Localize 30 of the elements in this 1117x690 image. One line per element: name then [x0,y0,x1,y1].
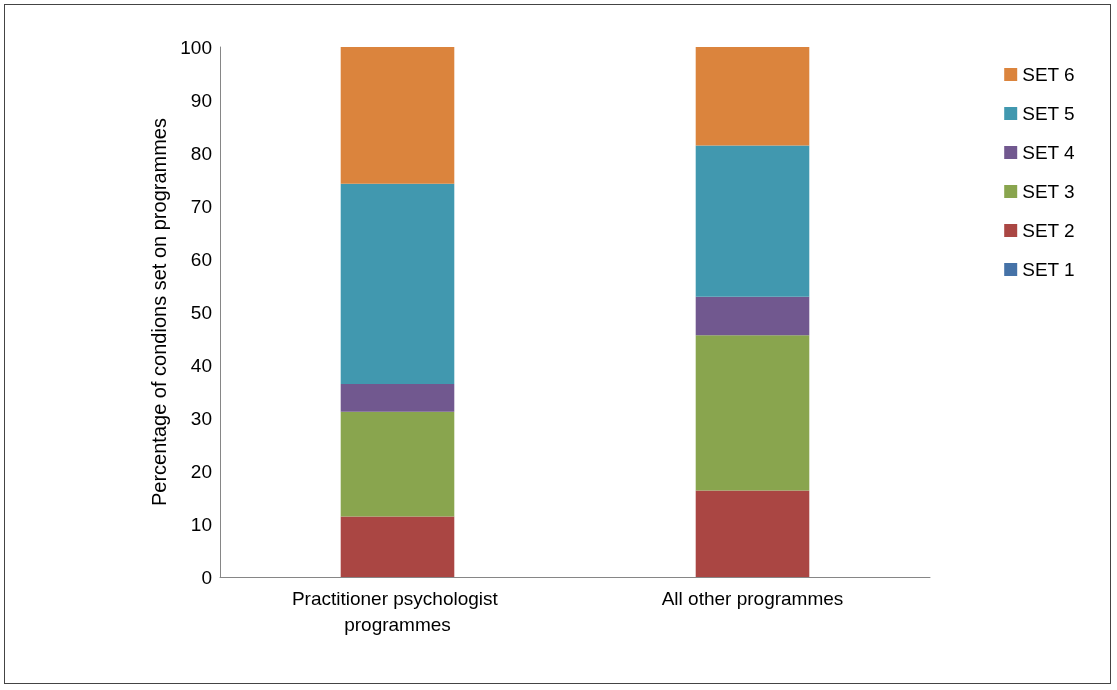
legend-label: SET 3 [1022,181,1075,202]
bar [340,516,455,577]
legend-label: SET 1 [1022,259,1075,280]
x-tick-label: Practitioner psychologist programmes [291,587,504,635]
bar [695,296,810,336]
y-tick-label: 90 [190,89,212,111]
legend-label: SET 2 [1022,220,1075,241]
bar [340,47,455,184]
y-tick-label: 10 [190,513,212,535]
bar [695,490,810,577]
y-tick-label: 0 [201,566,212,588]
y-tick-label: 100 [180,36,212,58]
y-tick-label: 50 [190,301,212,323]
legend-label: SET 4 [1022,142,1076,163]
bar [340,384,455,412]
y-tick-label: 70 [190,195,212,217]
x-tick-label: All other programmes [661,587,844,609]
bar [695,145,810,297]
y-tick-label: 20 [190,460,212,482]
bar [695,47,810,146]
bar [340,411,455,517]
legend-label: SET 6 [1022,64,1075,85]
bar [695,335,810,491]
legend-label: SET 5 [1022,103,1075,124]
y-axis-title: Percentage of condions set on programmes [148,118,171,506]
bar [340,183,455,385]
y-tick-label: 30 [190,407,212,429]
y-tick-label: 60 [190,248,212,270]
y-tick-label: 80 [190,142,212,164]
y-tick-label: 40 [190,354,212,376]
